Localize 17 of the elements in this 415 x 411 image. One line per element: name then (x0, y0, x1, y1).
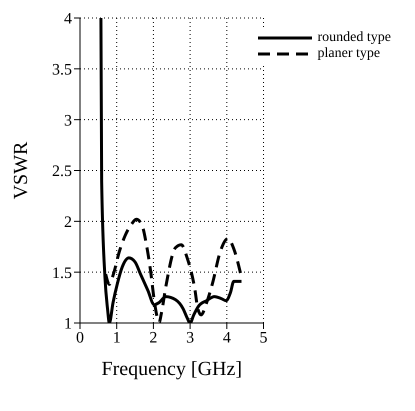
y-tick-label: 1 (64, 316, 72, 333)
x-tick-label: 3 (186, 329, 194, 346)
x-tick-label: 4 (222, 329, 231, 346)
y-tick-label: 3.5 (52, 62, 72, 79)
x-axis-title: Frequency [GHz] (102, 358, 242, 380)
y-tick-label: 3 (64, 112, 72, 130)
y-tick-label: 4 (64, 10, 72, 28)
y-tick-label: 2.5 (52, 163, 72, 180)
legend-label: planer type (318, 46, 380, 62)
x-tick-label: 1 (112, 329, 121, 346)
y-axis-title: VSWR (10, 140, 32, 200)
legend-label: rounded type (318, 30, 391, 46)
y-tick-label: 2 (64, 214, 72, 232)
x-tick-label: 2 (149, 329, 158, 346)
x-tick-label: 0 (76, 329, 84, 346)
y-tick-label: 1.5 (52, 264, 72, 282)
x-tick-label: 5 (260, 329, 268, 346)
